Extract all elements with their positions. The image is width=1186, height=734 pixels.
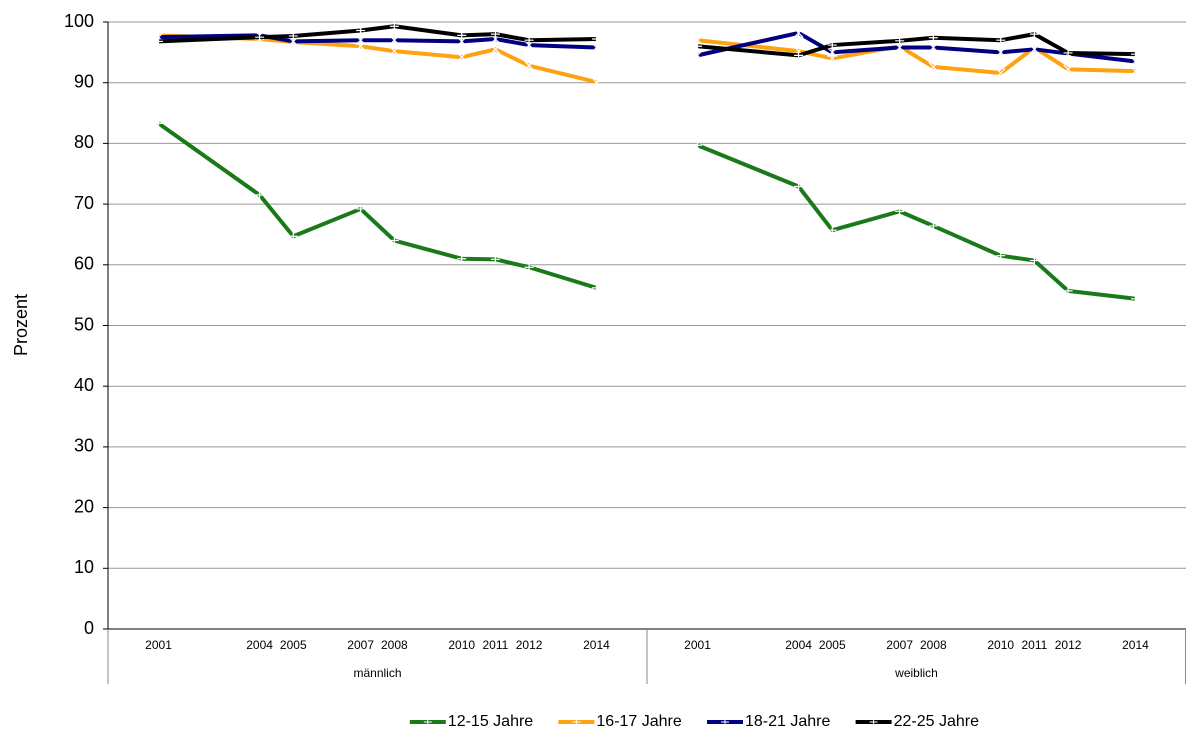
data-point [288, 31, 298, 41]
data-point [1029, 44, 1040, 55]
data-point [995, 47, 1006, 58]
x-tick-label: 2011 [483, 638, 509, 652]
data-point [456, 52, 467, 63]
data-point [1063, 48, 1073, 58]
data-point [255, 32, 265, 42]
y-tick-label: 60 [74, 254, 94, 274]
group-label: weiblich [894, 666, 938, 680]
data-point [895, 206, 905, 216]
data-point [827, 40, 837, 50]
data-point [490, 29, 500, 39]
x-tick-label: 2014 [583, 638, 610, 652]
y-tick-label: 100 [64, 11, 94, 31]
data-point [1063, 64, 1074, 75]
data-point [1130, 294, 1140, 304]
legend-marker [721, 718, 729, 726]
y-tick-label: 20 [74, 496, 94, 516]
data-point [794, 181, 804, 191]
legend-marker [572, 718, 581, 726]
x-tick-label: 2008 [381, 638, 408, 652]
data-point [490, 254, 500, 264]
series-line [697, 32, 1136, 58]
y-tick-label: 50 [74, 314, 94, 334]
data-point [288, 231, 298, 241]
x-tick-label: 2010 [987, 638, 1014, 652]
data-point [996, 251, 1006, 261]
series-line [158, 33, 597, 85]
data-point [692, 35, 703, 46]
legend-label: 16-17 Jahre [596, 713, 681, 730]
x-tick-label: 2012 [1055, 638, 1082, 652]
data-point [928, 42, 939, 53]
data-point [389, 21, 399, 31]
data-point [457, 30, 467, 40]
legend-label: 22-25 Jahre [894, 713, 979, 730]
data-point [389, 236, 399, 246]
x-tick-label: 2001 [145, 638, 172, 652]
y-tick-label: 30 [74, 436, 94, 456]
data-point [1029, 256, 1039, 266]
data-point [1029, 29, 1039, 39]
data-point [693, 41, 703, 51]
y-tick-label: 80 [74, 132, 94, 152]
data-point [389, 46, 400, 57]
data-point [996, 35, 1006, 45]
data-point [895, 36, 905, 46]
y-tick-label: 10 [74, 557, 94, 577]
x-tick-label: 2005 [819, 638, 846, 652]
legend-marker [423, 718, 432, 726]
data-point [1130, 49, 1140, 59]
data-point [692, 50, 703, 61]
data-point [355, 35, 366, 46]
y-axis-label: Prozent [11, 294, 31, 356]
y-tick-label: 0 [84, 618, 94, 638]
data-point [693, 140, 703, 150]
data-point [591, 77, 602, 88]
data-point [591, 34, 601, 44]
x-tick-label: 2005 [280, 638, 307, 652]
series-line [696, 143, 1136, 301]
data-point [793, 28, 804, 38]
series-line [157, 121, 598, 290]
data-point [827, 225, 837, 235]
data-point [591, 42, 602, 53]
y-tick-label: 70 [74, 193, 94, 213]
x-tick-label: 2014 [1122, 638, 1149, 652]
data-point [154, 36, 164, 46]
data-point [794, 50, 804, 60]
data-point [591, 283, 601, 293]
x-tick-label: 2008 [920, 638, 947, 652]
data-point [356, 25, 366, 35]
data-point [255, 190, 265, 200]
data-point [928, 61, 939, 72]
data-point [524, 262, 534, 272]
x-tick-label: 2007 [347, 638, 374, 652]
data-point [928, 221, 938, 231]
x-tick-label: 2001 [684, 638, 711, 652]
data-point [356, 204, 366, 214]
x-tick-label: 2011 [1022, 638, 1048, 652]
data-point [995, 68, 1006, 78]
group-label: männlich [353, 666, 401, 680]
legend-label: 12-15 Jahre [448, 713, 533, 730]
data-point [928, 33, 938, 43]
data-point [524, 35, 534, 45]
x-tick-label: 2012 [516, 638, 543, 652]
legend-marker [869, 718, 878, 726]
legend-label: 18-21 Jahre [745, 713, 830, 730]
x-tick-label: 2010 [448, 638, 475, 652]
y-tick-label: 40 [74, 375, 94, 395]
y-tick-label: 90 [74, 71, 94, 91]
data-point [389, 35, 400, 46]
data-point [490, 44, 501, 55]
x-tick-label: 2007 [886, 638, 913, 652]
x-tick-label: 2004 [785, 638, 812, 652]
data-point [154, 118, 164, 128]
data-point [524, 60, 535, 71]
data-point [457, 254, 467, 264]
data-point [1130, 66, 1141, 77]
data-point [1063, 286, 1073, 296]
x-tick-label: 2004 [246, 638, 273, 652]
